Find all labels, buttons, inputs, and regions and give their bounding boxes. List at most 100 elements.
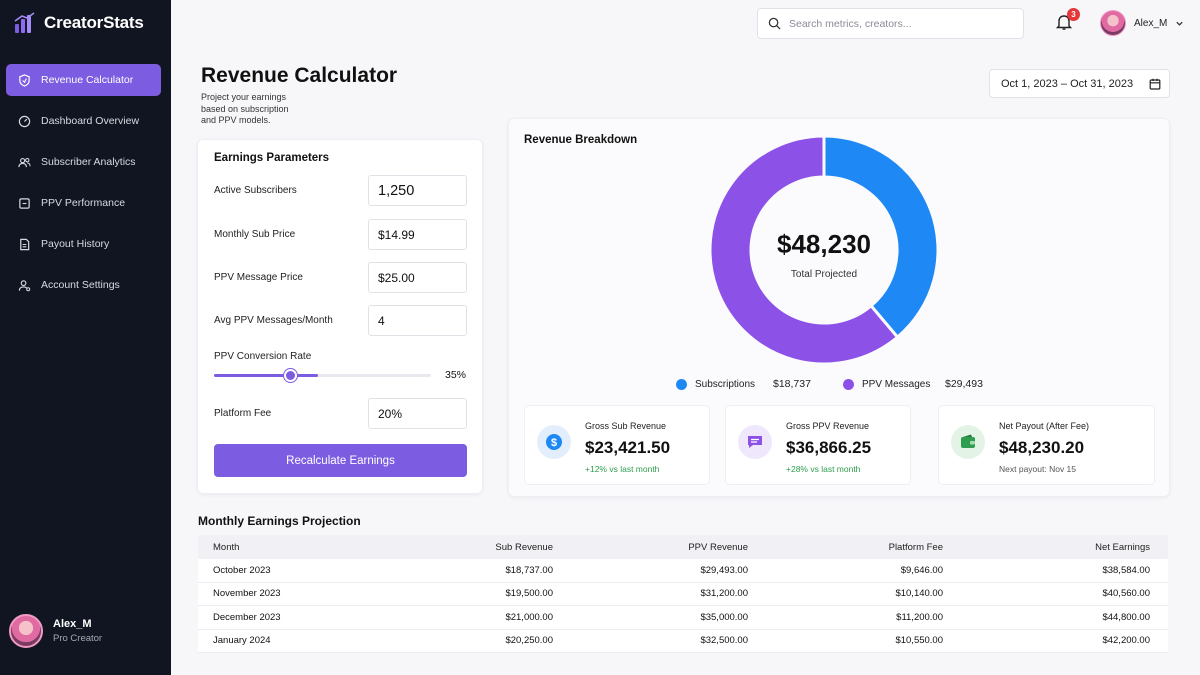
column-header: Net Earnings [1095, 541, 1150, 553]
table-row[interactable]: October 2023 $18,737.00 $29,493.00 $9,64… [198, 559, 1168, 583]
legend-dot [843, 378, 854, 390]
table-cell: October 2023 [213, 564, 271, 576]
table-cell: $31,200.00 [700, 588, 748, 600]
stat-icon: $ [537, 425, 571, 459]
search-input[interactable] [789, 17, 1009, 30]
stat-label: Gross PPV Revenue [786, 421, 870, 431]
avatar [1100, 10, 1126, 36]
legend-item-ppv-messages: PPV Messages $29,493 [843, 378, 983, 390]
stat-value: $36,866.25 [786, 438, 872, 457]
sidebar: CreatorStats Revenue Calculator Dashboar… [0, 0, 171, 675]
stat-note: +28% vs last month [786, 464, 861, 474]
platform-fee-input[interactable] [368, 398, 467, 429]
notifications-button[interactable] [1055, 13, 1075, 33]
page-subtitle: Project your earnings based on subscript… [201, 92, 289, 126]
table-cell: $40,560.00 [1102, 588, 1150, 600]
table-row[interactable]: November 2023 $19,500.00 $31,200.00 $10,… [198, 582, 1168, 606]
sidebar-user-profile[interactable]: Alex_M Pro Creator [9, 614, 102, 648]
user-menu[interactable]: Alex_M [1100, 10, 1184, 36]
monthly-sub-price-input[interactable] [368, 219, 467, 250]
table-row[interactable]: January 2024 $20,250.00 $32,500.00 $10,5… [198, 629, 1168, 653]
message-icon [748, 436, 762, 448]
search-icon [768, 17, 781, 30]
table-cell: $38,584.00 [1102, 564, 1150, 576]
search-box[interactable] [757, 8, 1024, 39]
slider-thumb[interactable] [284, 369, 297, 382]
earnings-parameters-card: Earnings Parameters Active Subscribers M… [197, 139, 483, 494]
page-title: Revenue Calculator [201, 64, 398, 87]
sidebar-nav: Revenue Calculator Dashboard Overview Su… [6, 64, 161, 310]
stat-card-net-payout: Net Payout (After Fee) $48,230.20 Next p… [938, 405, 1155, 485]
wallet-icon [961, 434, 975, 448]
card-title: Earnings Parameters [214, 152, 330, 164]
brand[interactable]: CreatorStats [14, 12, 144, 34]
table-cell: $9,646.00 [900, 564, 943, 576]
sidebar-item-ppv-performance[interactable]: PPV Performance [6, 187, 161, 219]
sidebar-item-revenue-calculator[interactable]: Revenue Calculator [6, 64, 161, 96]
total-projected-value: $48,230 [777, 229, 871, 259]
sidebar-item-payout-history[interactable]: Payout History [6, 228, 161, 260]
sidebar-item-label: Account Settings [41, 279, 120, 291]
sidebar-item-account-settings[interactable]: Account Settings [6, 269, 161, 301]
shield-icon [19, 73, 30, 87]
user-name: Alex_M [1134, 17, 1168, 29]
square-icon [19, 197, 30, 209]
stat-label: Net Payout (After Fee) [999, 421, 1090, 431]
date-range-picker[interactable]: Oct 1, 2023 – Oct 31, 2023 [989, 69, 1170, 98]
stat-card-gross-sub-revenue: $ Gross Sub Revenue $23,421.50 +12% vs l… [524, 405, 710, 485]
legend-amount: $29,493 [945, 378, 983, 390]
table-cell: $44,800.00 [1102, 611, 1150, 623]
table-cell: $10,550.00 [895, 635, 943, 647]
column-header: Month [213, 541, 240, 553]
stat-value: $23,421.50 [585, 438, 671, 457]
legend-amount: $18,737 [773, 378, 811, 390]
ppv-conversion-slider[interactable] [214, 369, 431, 382]
stat-label: Gross Sub Revenue [585, 421, 667, 431]
chevron-down-icon [1176, 21, 1184, 26]
svg-text:$: $ [551, 437, 557, 449]
sidebar-item-dashboard-overview[interactable]: Dashboard Overview [6, 105, 161, 137]
bar-chart-logo-icon [14, 12, 35, 33]
card-title: Revenue Breakdown [524, 134, 638, 146]
stat-note: +12% vs last month [585, 464, 660, 474]
platform-fee-label: Platform Fee [214, 408, 272, 419]
table-cell: $19,500.00 [505, 588, 553, 600]
table-cell: January 2024 [213, 635, 271, 647]
table-cell: $18,737.00 [505, 564, 553, 576]
recalculate-earnings-button[interactable]: Recalculate Earnings [214, 444, 467, 477]
table-cell: $42,200.00 [1102, 635, 1150, 647]
revenue-breakdown-card: Revenue Breakdown $48,230 Total Projecte… [508, 118, 1170, 497]
avg-ppv-messages-input[interactable] [368, 305, 467, 336]
sidebar-item-label: Subscriber Analytics [41, 156, 136, 168]
notification-badge: 3 [1067, 8, 1080, 21]
avg-ppv-messages-label: Avg PPV Messages/Month [214, 315, 333, 326]
table-cell: $10,140.00 [895, 588, 943, 600]
column-header: PPV Revenue [688, 541, 748, 553]
total-projected-label: Total Projected [790, 269, 858, 280]
ppv-message-price-input[interactable] [368, 262, 467, 293]
users-icon [18, 157, 31, 167]
user-settings-icon [18, 279, 31, 291]
table-cell: $21,000.00 [505, 611, 553, 623]
date-range-value: Oct 1, 2023 – Oct 31, 2023 [1001, 77, 1134, 90]
table-row[interactable]: December 2023 $21,000.00 $35,000.00 $11,… [198, 606, 1168, 630]
table-cell: $29,493.00 [700, 564, 748, 576]
stat-value: $48,230.20 [999, 438, 1085, 457]
donut-slice-subscriptions [822, 135, 939, 340]
table-cell: $11,200.00 [896, 611, 943, 623]
slider-fill [214, 374, 319, 377]
sidebar-item-subscriber-analytics[interactable]: Subscriber Analytics [6, 146, 161, 178]
projection-table: Month Sub Revenue PPV Revenue Platform F… [198, 535, 1168, 653]
stat-icon [738, 425, 772, 459]
column-header: Sub Revenue [495, 541, 553, 553]
user-name: Alex_M [53, 618, 92, 630]
sidebar-item-label: Dashboard Overview [41, 115, 140, 127]
ppv-message-price-label: PPV Message Price [214, 272, 303, 283]
calendar-icon [1149, 78, 1161, 90]
document-icon [20, 238, 30, 250]
sidebar-item-label: Payout History [41, 238, 110, 250]
table-cell: $35,000.00 [700, 611, 748, 623]
stat-note: Next payout: Nov 15 [999, 464, 1077, 474]
sidebar-item-label: Revenue Calculator [41, 74, 134, 86]
active-subscribers-input[interactable] [368, 175, 467, 206]
